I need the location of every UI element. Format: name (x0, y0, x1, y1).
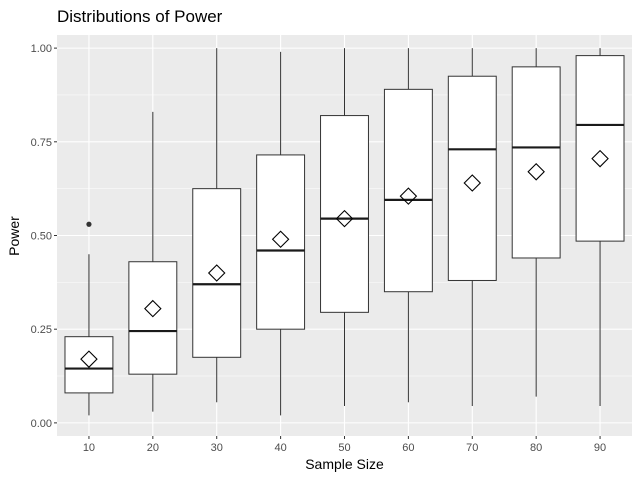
mean-marker (80, 350, 98, 368)
mean-marker (527, 163, 545, 181)
outlier-point (86, 221, 92, 227)
y-tick-label: 0.50 (31, 231, 52, 243)
boxplot-40 (256, 51, 306, 416)
boxplot-50 (320, 48, 369, 407)
iqr-box (64, 336, 114, 394)
mean-marker (335, 209, 354, 228)
y-axis-title: Power (6, 216, 22, 256)
iqr-box (511, 66, 561, 259)
x-tick-label: 20 (147, 442, 159, 454)
x-tick-label: 70 (466, 442, 478, 454)
iqr-box (447, 75, 497, 281)
boxplot-30 (192, 48, 242, 403)
mean-marker (144, 299, 162, 318)
x-tick-label: 80 (530, 442, 542, 454)
x-tick-label: 50 (338, 442, 350, 454)
x-axis-title: Sample Size (305, 456, 384, 472)
boxplots (64, 48, 625, 416)
y-tick-label: 1.00 (31, 43, 52, 55)
x-tick-label: 10 (83, 442, 95, 454)
boxplot-80 (511, 48, 561, 397)
mean-marker (207, 264, 226, 282)
boxplot-60 (383, 48, 433, 403)
x-tick-label: 60 (402, 442, 414, 454)
chart-title: Distributions of Power (57, 7, 223, 26)
boxplot-70 (447, 48, 497, 407)
x-tick-label: 40 (274, 442, 286, 454)
axis-ticks: 0.00 0.25 0.50 0.75 1.00 10 20 30 40 50 60 70 80 90 (31, 43, 607, 454)
mean-marker (399, 187, 418, 205)
boxplot-90 (575, 48, 625, 407)
y-tick-label: 0.75 (31, 137, 52, 149)
iqr-box (575, 55, 625, 242)
mean-marker (591, 149, 609, 168)
iqr-box (383, 88, 433, 293)
iqr-box (320, 115, 369, 313)
boxplot-20 (128, 111, 178, 412)
mean-marker (463, 174, 482, 192)
iqr-box (192, 188, 242, 358)
iqr-box (256, 154, 306, 330)
x-tick-label: 30 (211, 442, 223, 454)
boxplot-10 (64, 221, 114, 416)
x-tick-label: 90 (594, 442, 606, 454)
iqr-box (128, 261, 178, 375)
y-tick-label: 0.00 (31, 418, 52, 430)
mean-marker (271, 230, 290, 249)
y-tick-label: 0.25 (31, 324, 52, 336)
